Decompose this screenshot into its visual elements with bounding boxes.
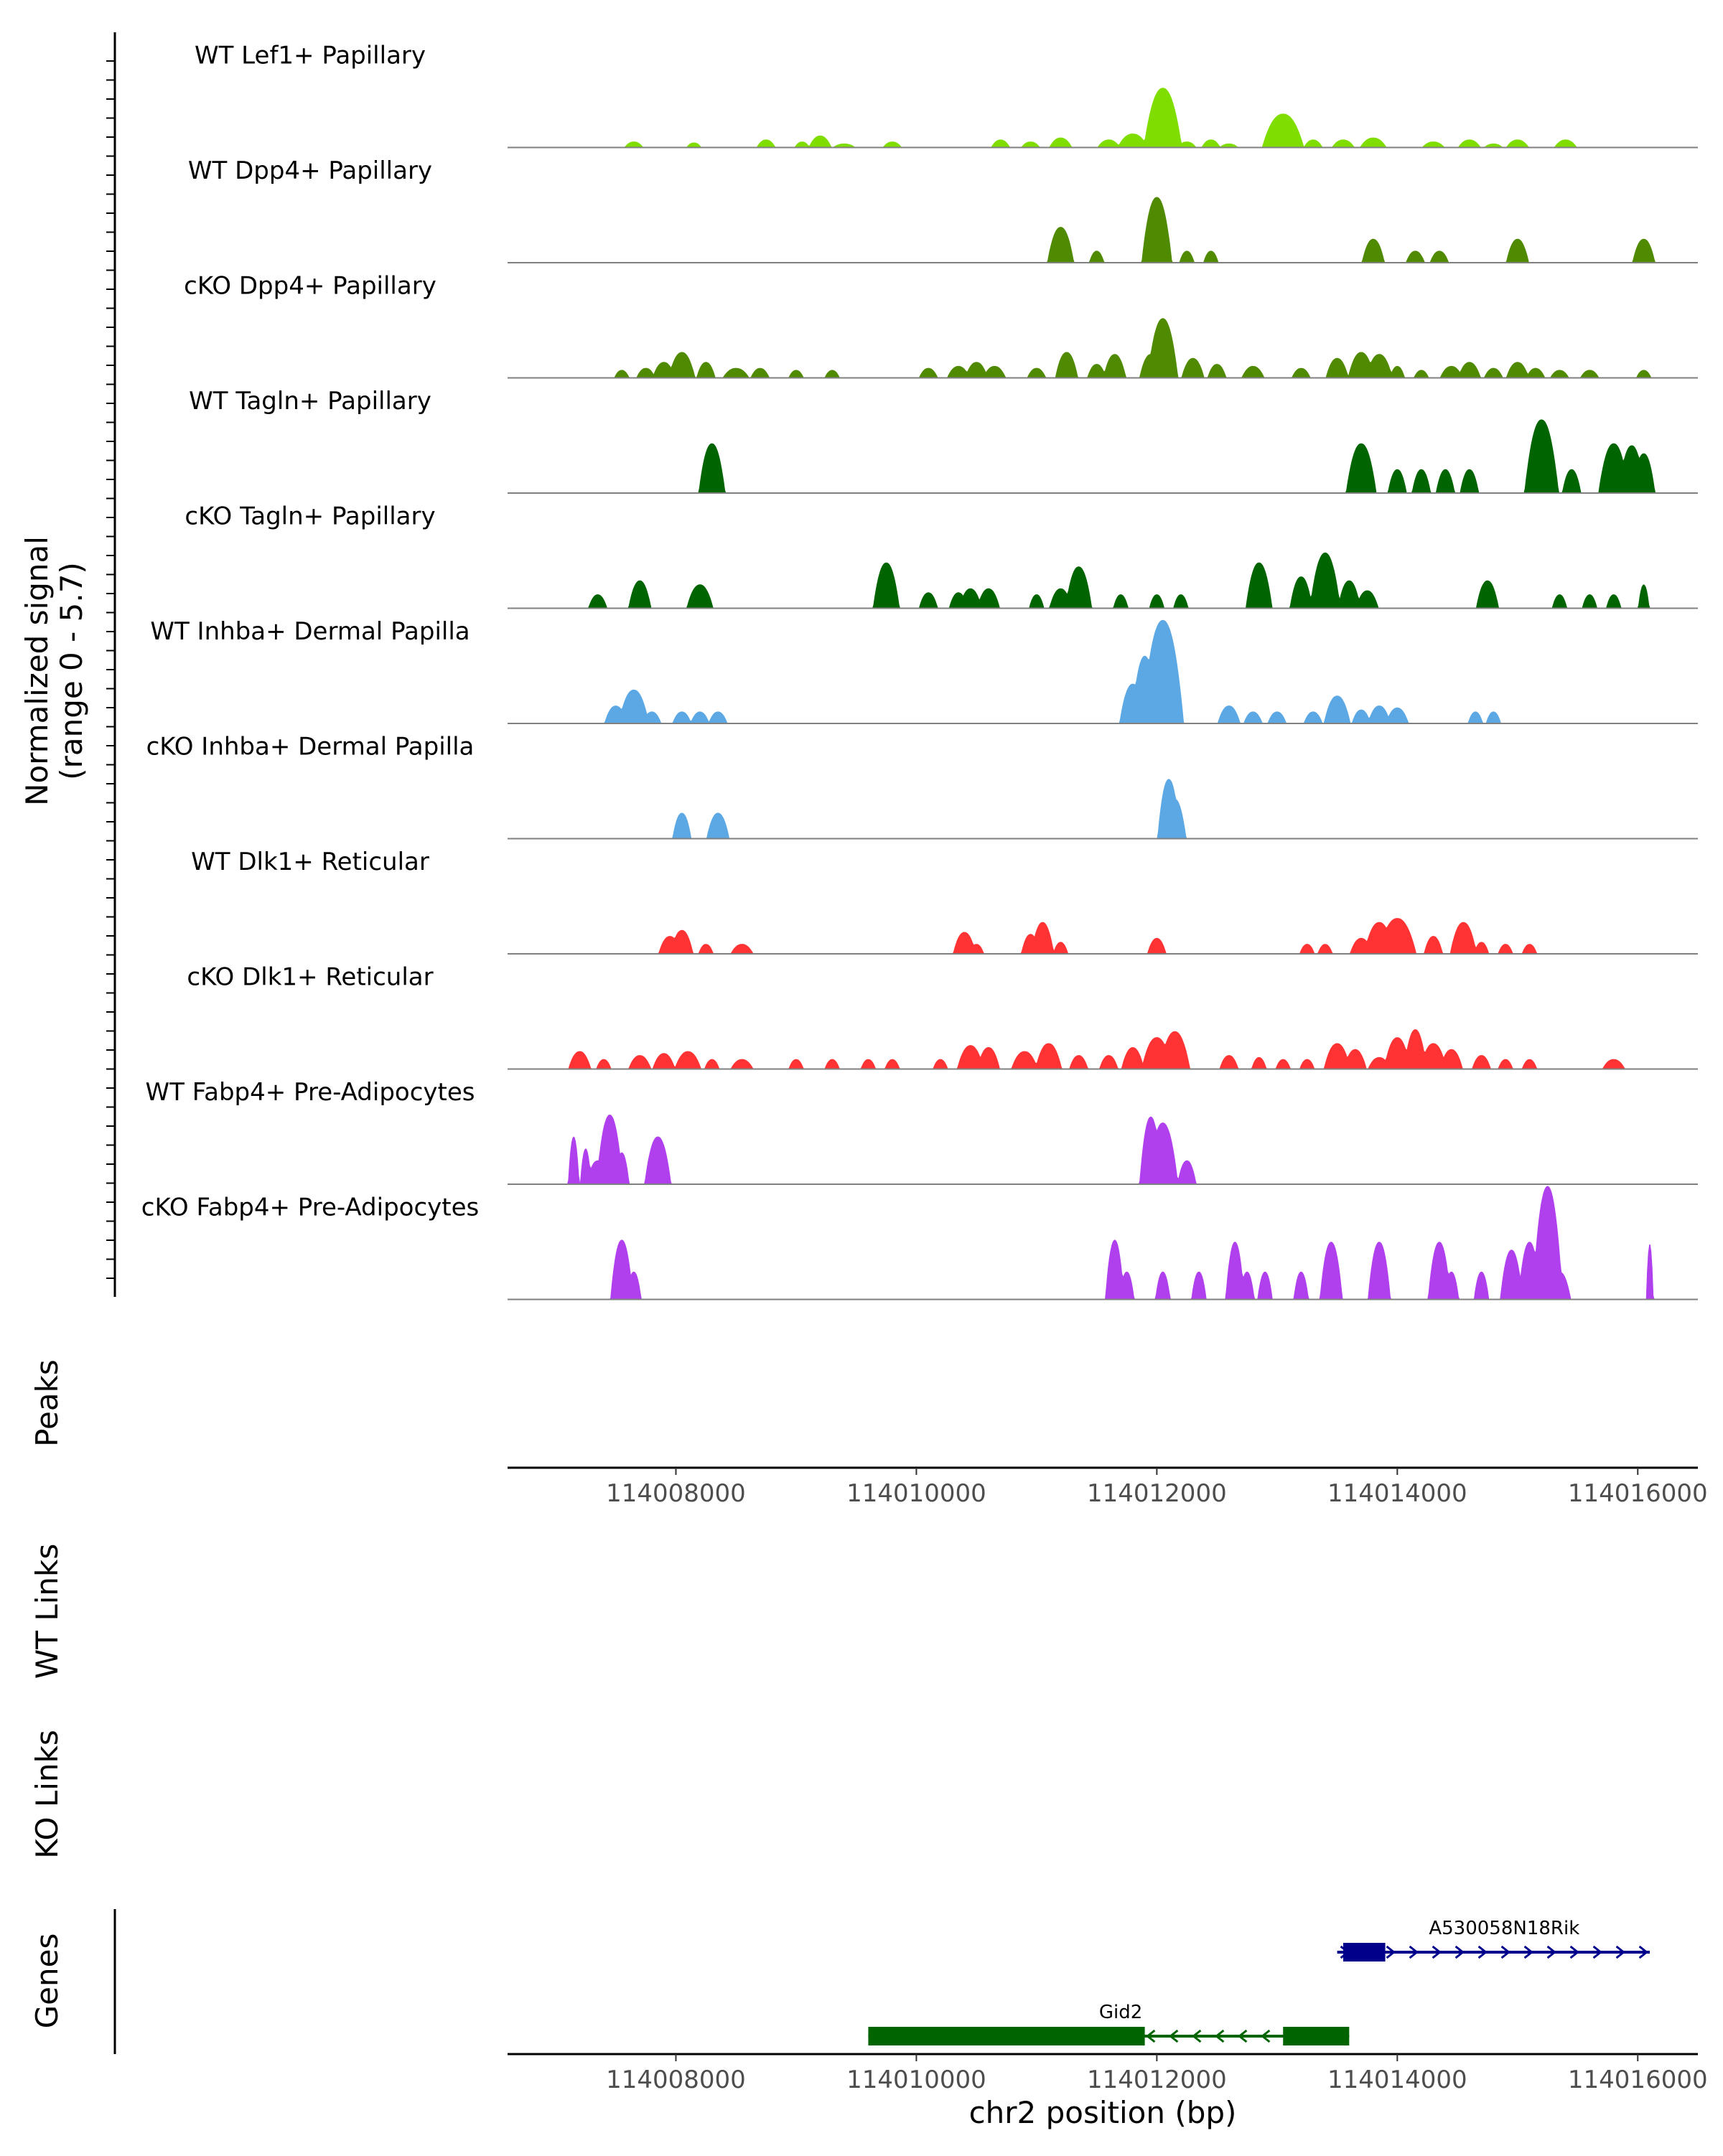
strand-arrow <box>1569 1945 1579 1959</box>
strand-arrow <box>1638 1945 1648 1959</box>
gene-exon <box>1283 2027 1350 2045</box>
strand-arrow <box>1592 1945 1602 1959</box>
y-axis-label: Normalized signal (range 0 - 5.7) <box>19 536 89 806</box>
strand-arrow <box>1215 2029 1225 2043</box>
x-tick-label: 114014000 <box>1327 2066 1467 2094</box>
genes-label: Genes <box>29 1934 65 2029</box>
strand-arrow <box>1261 2029 1271 2043</box>
track-9: cKO Dlk1+ Reticular <box>187 962 1698 1070</box>
wt-links-label: WT Links <box>29 1544 65 1679</box>
track-label: cKO Tagln+ Papillary <box>185 502 435 530</box>
track-8: WT Dlk1+ Reticular <box>191 848 1698 955</box>
strand-arrow <box>1238 2029 1248 2043</box>
strand-arrow <box>1146 2029 1156 2043</box>
strand-arrow <box>1546 1945 1556 1959</box>
strand-arrow <box>1432 1945 1442 1959</box>
x-axis-top: 114008000 114010000 114012000 114014000 1140… <box>606 1468 1708 1508</box>
x-tick-label: 114016000 <box>1568 2066 1708 2094</box>
x-axis-title: chr2 position (bp) <box>969 2095 1237 2130</box>
track-label: WT Inhba+ Dermal Papilla <box>150 617 470 646</box>
peaks-label: Peaks <box>29 1359 65 1447</box>
gene-exon <box>868 2027 1145 2045</box>
track-label: cKO Dlk1+ Reticular <box>187 962 433 991</box>
strand-arrow <box>1454 1945 1465 1959</box>
gene-a530058n18rik: A530058N18Rik <box>1337 1918 1650 1962</box>
strand-arrow <box>1523 1945 1533 1959</box>
x-tick-label: 114012000 <box>1087 2066 1227 2094</box>
y-axis-label-line1: Normalized signal <box>19 536 55 806</box>
x-tick-label: 114010000 <box>846 1479 986 1508</box>
peaks-panel-label: Peaks <box>29 1359 65 1447</box>
strand-arrow <box>1192 2029 1202 2043</box>
track-label: cKO Fabp4+ Pre-Adipocytes <box>141 1193 480 1222</box>
track-label: WT Lef1+ Papillary <box>195 41 426 70</box>
x-tick-label: 114008000 <box>606 1479 746 1508</box>
track-label: WT Tagln+ Papillary <box>189 387 431 416</box>
track-label: WT Fabp4+ Pre-Adipocytes <box>146 1078 475 1107</box>
tracks: WT Lef1+ Papillary WT Dpp4+ Papillary cKO … <box>141 41 1698 1300</box>
x-tick-label: 114012000 <box>1087 1479 1227 1508</box>
track-6: WT Inhba+ Dermal Papilla <box>150 617 1698 724</box>
track-label: cKO Dpp4+ Papillary <box>184 271 436 300</box>
x-tick-label: 114008000 <box>606 2066 746 2094</box>
track-label: WT Dlk1+ Reticular <box>191 848 429 876</box>
ko-links-label: KO Links <box>29 1730 65 1859</box>
strand-arrow <box>1615 1945 1625 1959</box>
x-tick-label: 114010000 <box>846 2066 986 2094</box>
track-2: WT Dpp4+ Papillary <box>188 156 1698 263</box>
strand-arrow <box>1477 1945 1488 1959</box>
x-axis-bottom: 114008000 114010000 114012000 114014000 1140… <box>606 2054 1708 2094</box>
track-coverage-area <box>508 419 1698 493</box>
gene-label: Gid2 <box>1099 2002 1142 2023</box>
track-11: cKO Fabp4+ Pre-Adipocytes <box>141 1186 1698 1300</box>
y-axis-label-line2: (range 0 - 5.7) <box>54 562 89 780</box>
gene-label: A530058N18Rik <box>1429 1918 1579 1939</box>
track-4: WT Tagln+ Papillary <box>189 387 1698 494</box>
track-7: cKO Inhba+ Dermal Papilla <box>146 732 1698 840</box>
genes-panel-label: Genes <box>29 1934 65 2029</box>
track-coverage-area <box>508 619 1698 723</box>
track-1: WT Lef1+ Papillary <box>195 41 1698 149</box>
track-coverage-area <box>508 918 1698 954</box>
track-10: WT Fabp4+ Pre-Adipocytes <box>146 1078 1698 1185</box>
gene-gid2: Gid2 <box>868 2002 1350 2045</box>
x-tick-label: 114014000 <box>1327 1479 1467 1508</box>
strand-arrow <box>1169 2029 1179 2043</box>
ko-links-panel-label: KO Links <box>29 1730 65 1859</box>
strand-arrow <box>1386 1945 1396 1959</box>
track-3: cKO Dpp4+ Papillary <box>184 271 1698 379</box>
tracks-y-ticks <box>106 60 115 1279</box>
wt-links-panel-label: WT Links <box>29 1544 65 1679</box>
gene-track: A530058N18Rik Gid2 <box>868 1918 1650 2045</box>
x-tick-label: 114016000 <box>1568 1479 1708 1508</box>
track-5: cKO Tagln+ Papillary <box>185 502 1698 609</box>
track-label: WT Dpp4+ Papillary <box>188 156 432 185</box>
strand-arrow <box>1500 1945 1510 1959</box>
track-coverage-area <box>508 1029 1698 1069</box>
track-coverage-area <box>508 1115 1698 1184</box>
track-coverage-area <box>508 1186 1698 1300</box>
gene-exon <box>1343 1943 1386 1962</box>
strand-arrow <box>1409 1945 1419 1959</box>
track-label: cKO Inhba+ Dermal Papilla <box>146 732 475 761</box>
